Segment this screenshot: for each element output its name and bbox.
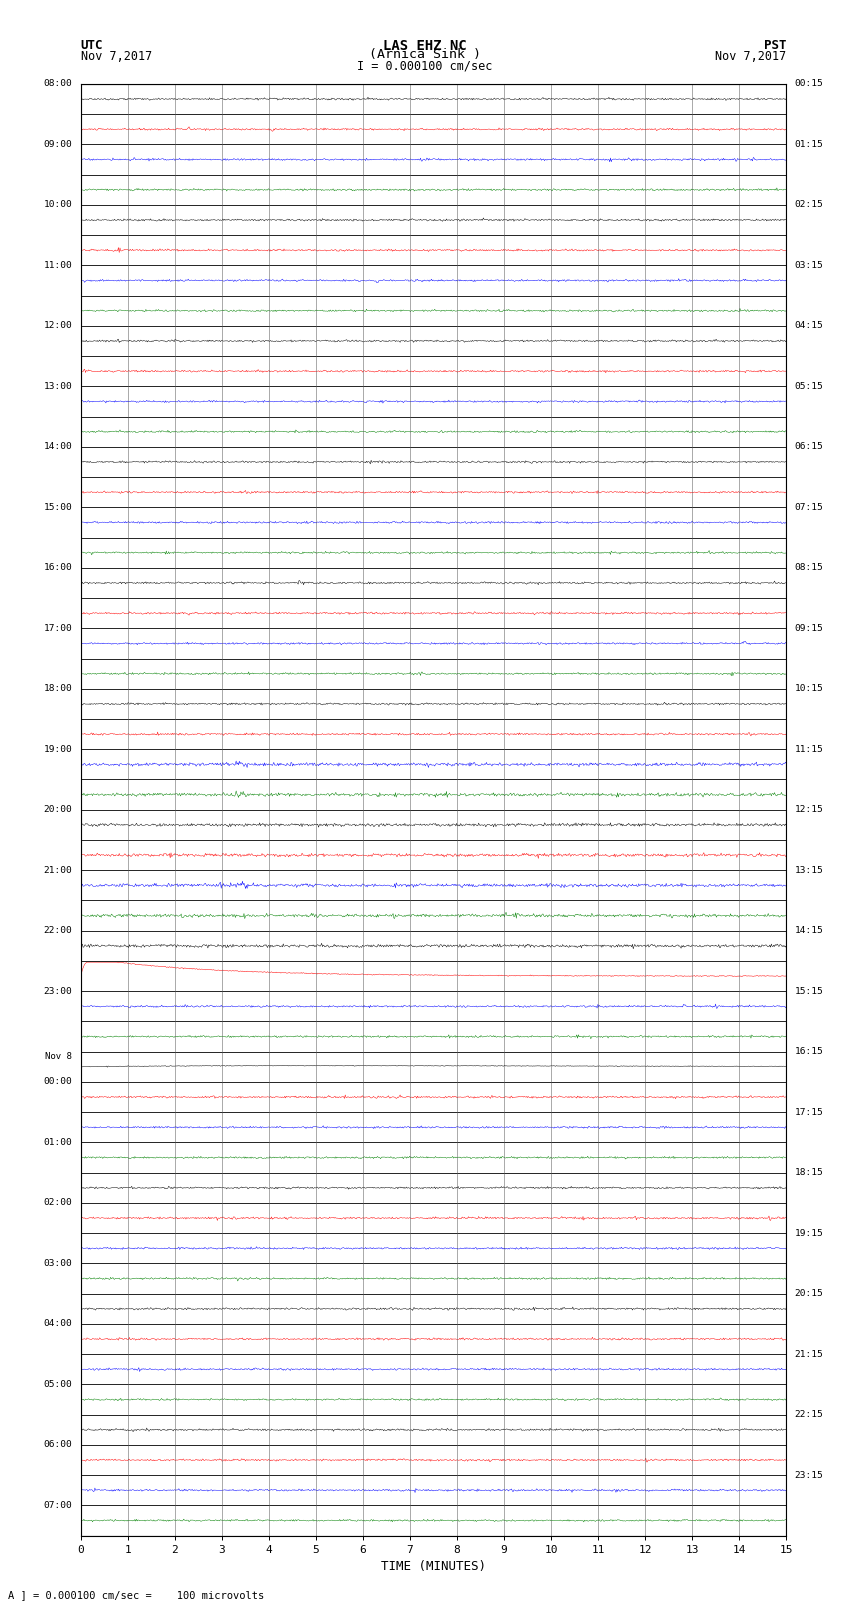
Text: 15:00: 15:00 [43,503,72,511]
Text: 06:00: 06:00 [43,1440,72,1450]
Text: 23:00: 23:00 [43,987,72,995]
Text: 17:00: 17:00 [43,624,72,632]
Text: Nov 7,2017: Nov 7,2017 [715,50,786,63]
Text: 01:00: 01:00 [43,1137,72,1147]
Text: 00:00: 00:00 [43,1077,72,1087]
Text: 11:00: 11:00 [43,261,72,269]
Text: 12:15: 12:15 [795,805,824,815]
Text: 02:00: 02:00 [43,1198,72,1208]
Text: 20:15: 20:15 [795,1289,824,1298]
Text: 19:00: 19:00 [43,745,72,753]
Text: 15:15: 15:15 [795,987,824,995]
Text: 22:00: 22:00 [43,926,72,936]
Text: 08:15: 08:15 [795,563,824,573]
Text: 20:00: 20:00 [43,805,72,815]
Text: 12:00: 12:00 [43,321,72,331]
Text: 18:00: 18:00 [43,684,72,694]
Text: 03:00: 03:00 [43,1258,72,1268]
Text: 14:00: 14:00 [43,442,72,452]
Text: 10:15: 10:15 [795,684,824,694]
Text: UTC: UTC [81,39,103,52]
Text: Nov 7,2017: Nov 7,2017 [81,50,152,63]
Text: 16:00: 16:00 [43,563,72,573]
Text: Nov 8: Nov 8 [45,1052,72,1061]
Text: 00:15: 00:15 [795,79,824,89]
Text: 11:15: 11:15 [795,745,824,753]
Text: 02:15: 02:15 [795,200,824,210]
Text: 05:00: 05:00 [43,1379,72,1389]
Text: 07:00: 07:00 [43,1500,72,1510]
Text: 13:15: 13:15 [795,866,824,874]
X-axis label: TIME (MINUTES): TIME (MINUTES) [381,1560,486,1573]
Text: 10:00: 10:00 [43,200,72,210]
Text: 19:15: 19:15 [795,1229,824,1237]
Text: 08:00: 08:00 [43,79,72,89]
Text: 17:15: 17:15 [795,1108,824,1116]
Text: 22:15: 22:15 [795,1410,824,1419]
Text: 04:15: 04:15 [795,321,824,331]
Text: PST: PST [764,39,786,52]
Text: LAS EHZ NC: LAS EHZ NC [383,39,467,53]
Text: 05:15: 05:15 [795,382,824,390]
Text: 14:15: 14:15 [795,926,824,936]
Text: 09:15: 09:15 [795,624,824,632]
Text: 18:15: 18:15 [795,1168,824,1177]
Text: 13:00: 13:00 [43,382,72,390]
Text: 06:15: 06:15 [795,442,824,452]
Text: 21:15: 21:15 [795,1350,824,1358]
Text: 07:15: 07:15 [795,503,824,511]
Text: 01:15: 01:15 [795,140,824,148]
Text: 21:00: 21:00 [43,866,72,874]
Text: (Arnica Sink ): (Arnica Sink ) [369,48,481,61]
Text: I = 0.000100 cm/sec: I = 0.000100 cm/sec [357,60,493,73]
Text: 03:15: 03:15 [795,261,824,269]
Text: A ] = 0.000100 cm/sec =    100 microvolts: A ] = 0.000100 cm/sec = 100 microvolts [8,1590,264,1600]
Text: 04:00: 04:00 [43,1319,72,1329]
Text: 23:15: 23:15 [795,1471,824,1479]
Text: 16:15: 16:15 [795,1047,824,1057]
Text: 09:00: 09:00 [43,140,72,148]
